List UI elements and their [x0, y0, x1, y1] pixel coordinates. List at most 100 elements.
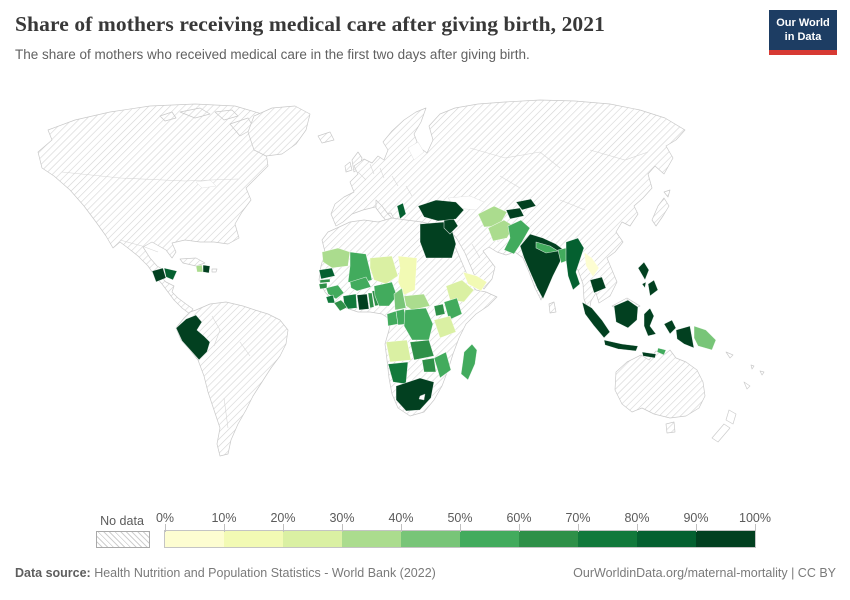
country-papua-new-guinea[interactable] [693, 325, 717, 351]
country-uganda[interactable] [433, 303, 446, 317]
country-nepal[interactable] [535, 241, 559, 254]
country-pakistan[interactable] [503, 219, 531, 255]
country-tanzania[interactable] [433, 315, 457, 339]
landmass-new-zealand [711, 409, 737, 443]
great-lakes [195, 179, 217, 189]
legend-bin-60-70[interactable] [519, 531, 578, 547]
legend-bin-10-20[interactable] [224, 531, 283, 547]
country-south-africa[interactable] [395, 377, 435, 412]
legend-tick [696, 524, 697, 532]
legend-bin-70-80[interactable] [578, 531, 637, 547]
landmass-japan [651, 189, 671, 227]
country-laos[interactable] [583, 251, 600, 278]
legend-bin-40-50[interactable] [401, 531, 460, 547]
legend-color-bar [164, 530, 756, 548]
country-mozambique[interactable] [433, 351, 452, 379]
lesotho-enclave [418, 393, 426, 401]
landmass-puerto-rico [211, 268, 218, 273]
map-legend: No data 0% 10% 20% 30% 40% 50% [0, 508, 850, 554]
world-choropleth-map [37, 99, 765, 457]
legend-tick-label: 30% [329, 511, 355, 525]
country-gambia[interactable] [319, 278, 331, 284]
country-angola[interactable] [385, 339, 412, 363]
country-honduras[interactable] [163, 267, 178, 281]
country-togo[interactable] [367, 292, 375, 309]
country-guatemala[interactable] [151, 267, 167, 283]
legend-bin-80-90[interactable] [637, 531, 696, 547]
country-haiti[interactable] [195, 264, 204, 273]
legend-tick-label: 60% [506, 511, 532, 525]
country-myanmar[interactable] [565, 237, 585, 291]
landmass-pacific-islands [725, 351, 765, 390]
country-timor-leste[interactable] [656, 347, 667, 356]
country-borders [61, 147, 649, 429]
owid-logo-text: Our World in Data [769, 10, 837, 50]
country-nigeria[interactable] [373, 281, 398, 307]
data-source: Data source: Health Nutrition and Popula… [15, 566, 436, 580]
landmass-iceland [317, 131, 335, 144]
country-cambodia[interactable] [589, 276, 607, 294]
country-philippines[interactable] [637, 261, 659, 297]
landmass-greenland [247, 105, 311, 157]
country-cote-divoire[interactable] [342, 293, 358, 310]
country-mauritania[interactable] [321, 247, 351, 269]
landmass-tasmania [665, 421, 676, 434]
country-albania[interactable] [396, 202, 407, 220]
legend-tick-label: 40% [388, 511, 414, 525]
legend-tick [519, 524, 520, 532]
country-zimbabwe[interactable] [421, 357, 437, 373]
owid-logo[interactable]: Our World in Data [769, 10, 837, 55]
credit-link[interactable]: OurWorldinData.org/maternal-mortality | … [573, 566, 836, 580]
country-zambia[interactable] [409, 339, 435, 361]
legend-bin-50-60[interactable] [460, 531, 519, 547]
country-central-african-republic[interactable] [403, 293, 431, 311]
country-chad[interactable] [397, 255, 418, 296]
legend-tick-label: 80% [624, 511, 650, 525]
legend-tick [342, 524, 343, 532]
country-turkey[interactable] [417, 199, 465, 222]
landmass-cuba [179, 257, 206, 267]
country-uzbekistan[interactable] [477, 205, 508, 228]
country-kyrgyzstan[interactable] [515, 198, 537, 211]
page-title: Share of mothers receiving medical care … [15, 12, 605, 36]
legend-tick-label: 90% [683, 511, 709, 525]
legend-tick-label: 100% [739, 511, 771, 525]
country-dominican-republic[interactable] [202, 264, 211, 274]
legend-tick [637, 524, 638, 532]
legend-tick-label: 20% [270, 511, 296, 525]
country-indonesia[interactable] [581, 299, 695, 359]
legend-tick [755, 524, 756, 532]
landmass-sri-lanka [548, 301, 557, 314]
legend-bin-0-10[interactable] [165, 531, 224, 547]
country-ethiopia[interactable] [445, 279, 475, 303]
owid-logo-accent-bar [769, 49, 837, 55]
country-senegal[interactable] [318, 267, 336, 280]
page-subtitle: The share of mothers who received medica… [15, 47, 530, 62]
legend-bin-20-30[interactable] [283, 531, 342, 547]
legend-bin-30-40[interactable] [342, 531, 401, 547]
country-yemen[interactable] [462, 271, 488, 292]
legend-tick [224, 524, 225, 532]
landmass-australia [614, 349, 706, 419]
legend-tick [283, 524, 284, 532]
landmass-north-america [37, 103, 271, 315]
country-ghana[interactable] [356, 293, 370, 311]
legend-tick-label: 70% [565, 511, 591, 525]
legend-tick [460, 524, 461, 532]
baltic-sea [407, 141, 425, 161]
country-tajikistan[interactable] [505, 207, 525, 220]
landmass-ireland [344, 161, 353, 173]
legend-tick-label: 50% [447, 511, 473, 525]
country-madagascar[interactable] [460, 343, 478, 381]
country-peru[interactable] [175, 314, 211, 361]
legend-tick [578, 524, 579, 532]
country-kenya[interactable] [443, 297, 463, 321]
no-data-label: No data [100, 514, 144, 528]
country-burkina-faso[interactable] [349, 276, 372, 292]
no-data-swatch[interactable] [96, 531, 150, 548]
legend-tick [165, 524, 166, 532]
legend-tick-label: 0% [155, 511, 175, 525]
legend-bin-90-100[interactable] [696, 531, 755, 547]
country-cameroon[interactable] [393, 287, 407, 311]
